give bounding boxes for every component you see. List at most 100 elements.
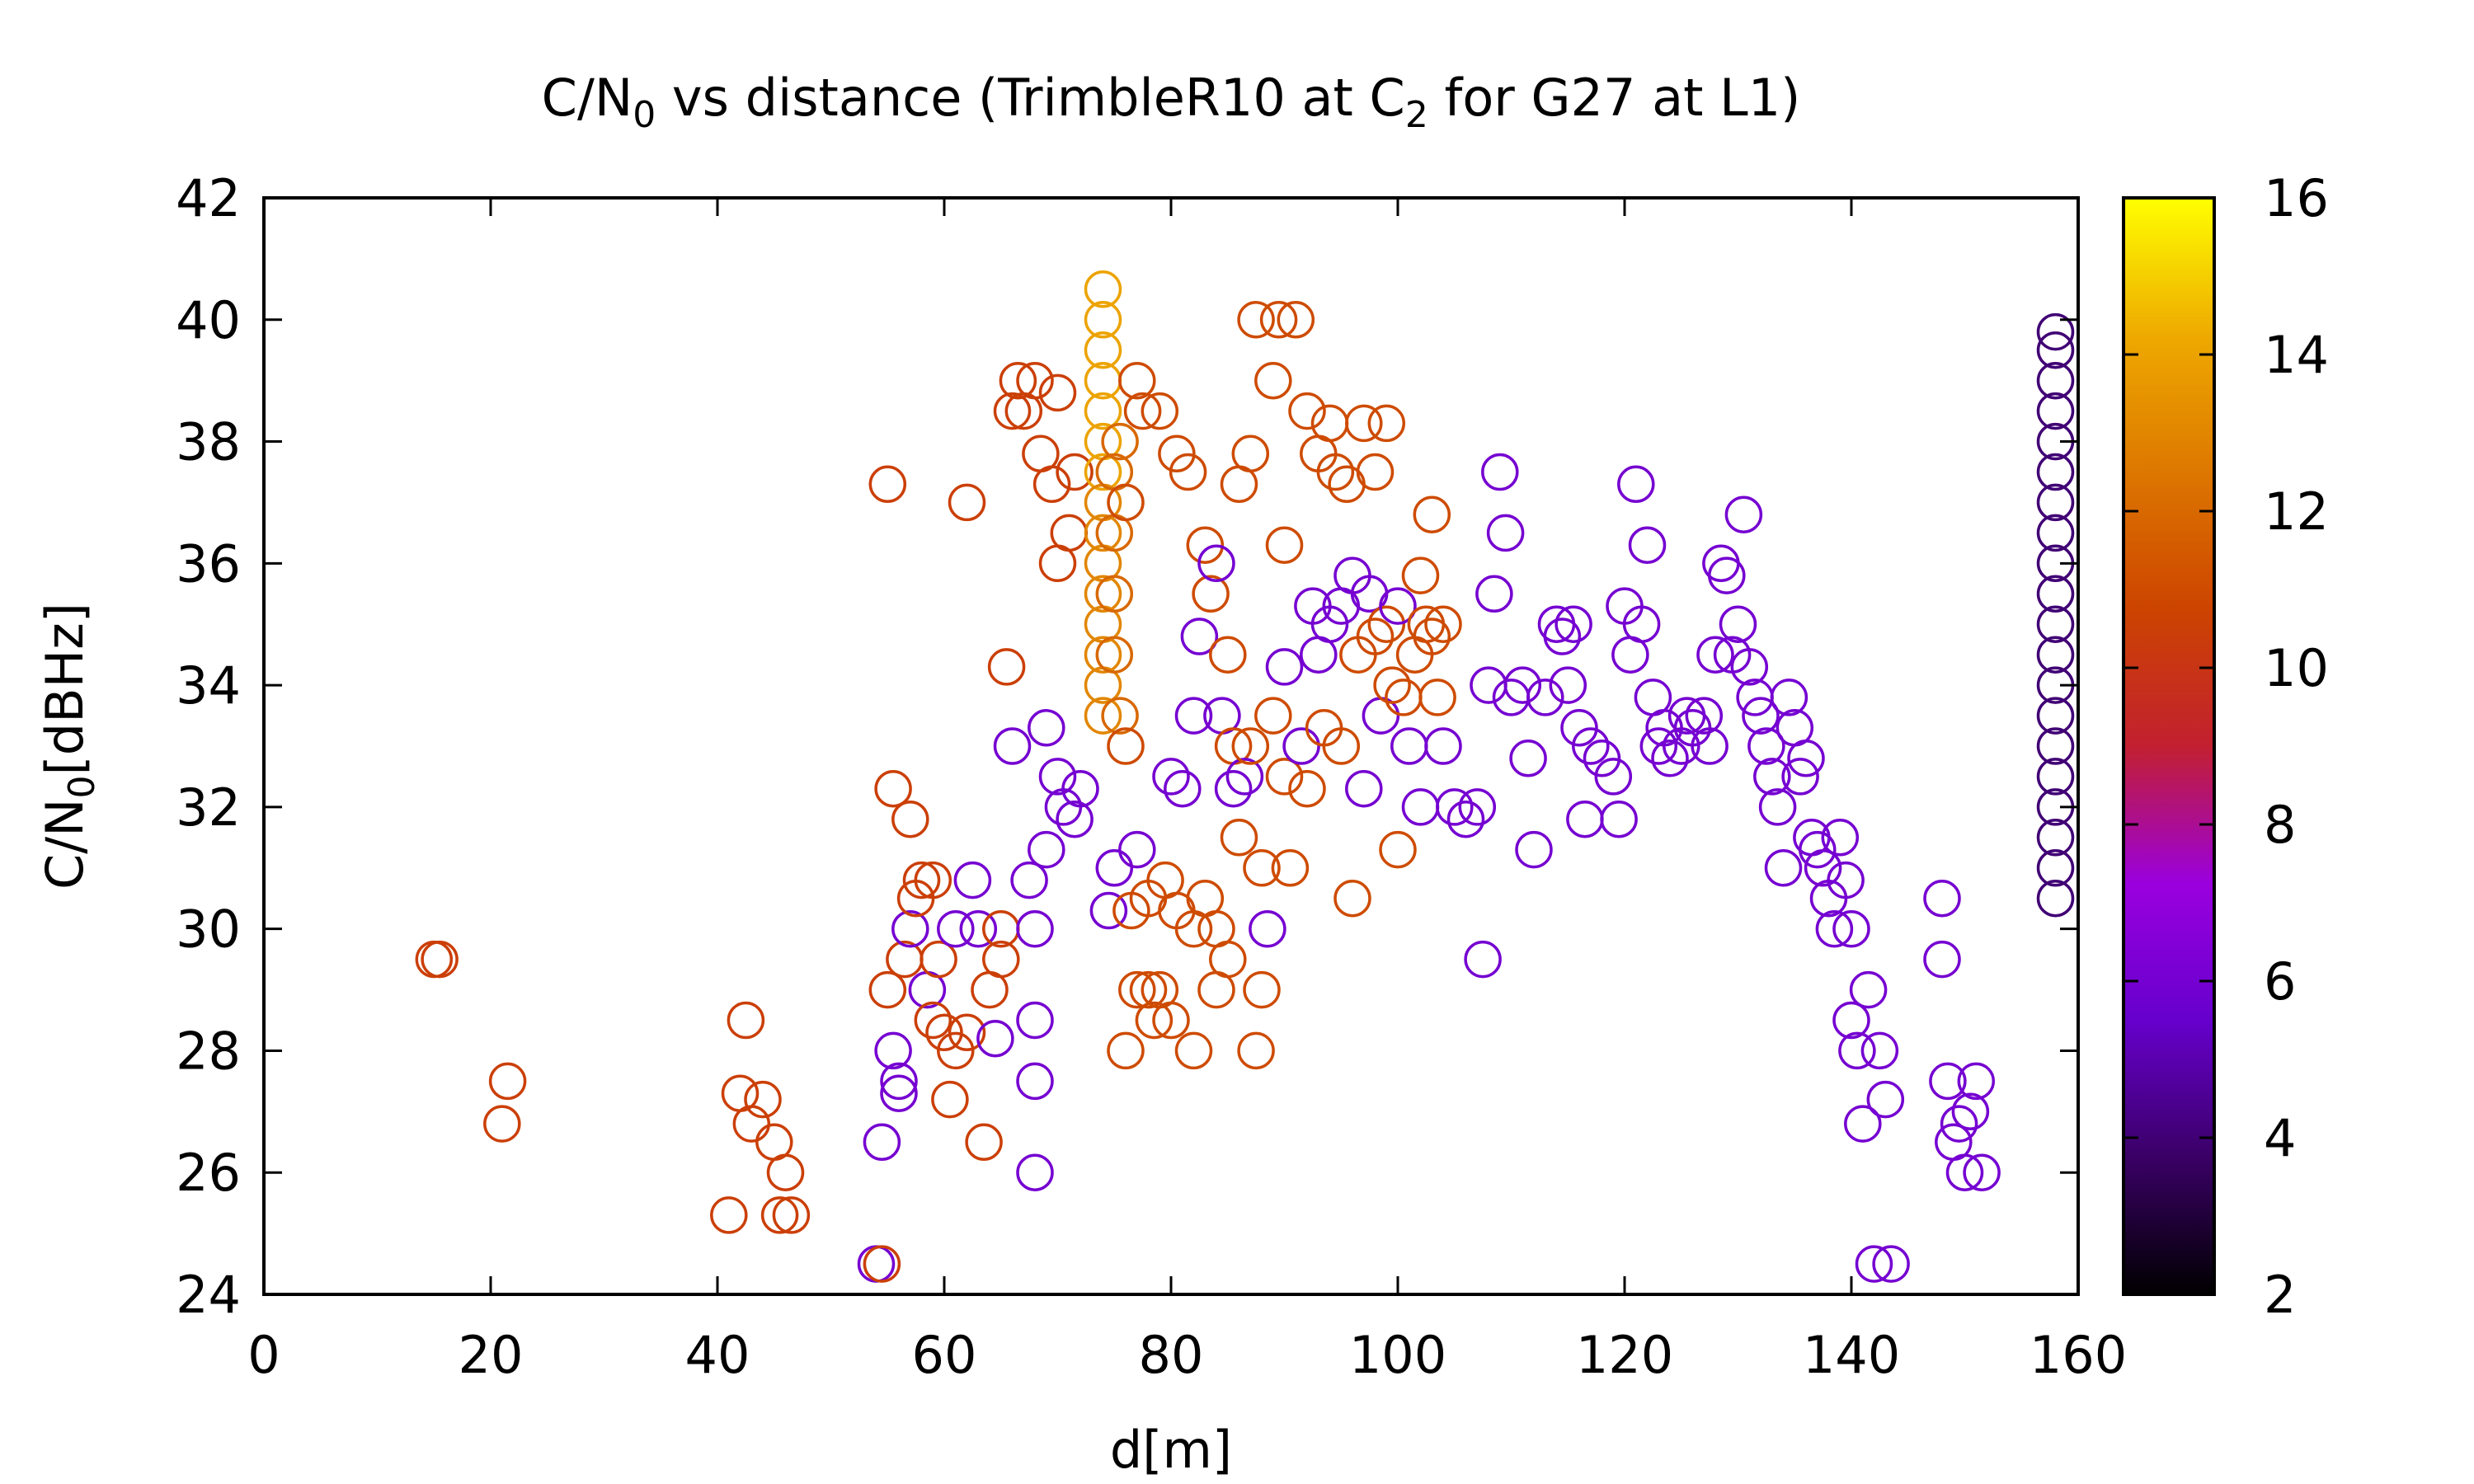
data-point bbox=[1180, 618, 1219, 655]
data-point bbox=[744, 1080, 782, 1119]
data-point bbox=[1192, 575, 1230, 613]
data-point bbox=[1543, 618, 1582, 655]
data-point bbox=[1016, 361, 1054, 400]
data-point bbox=[1560, 709, 1598, 747]
data-point bbox=[1129, 970, 1168, 1009]
data-point bbox=[1095, 849, 1134, 887]
data-point bbox=[993, 727, 1032, 765]
data-points bbox=[415, 270, 2075, 1283]
data-point bbox=[1084, 453, 1122, 491]
data-point bbox=[1333, 879, 1371, 918]
data-point bbox=[931, 1080, 969, 1119]
data-point bbox=[1945, 1153, 1984, 1191]
x-tick-label: 100 bbox=[1349, 1325, 1446, 1385]
x-axis-label: d[m] bbox=[1110, 1420, 1232, 1480]
data-point bbox=[925, 1013, 963, 1052]
data-point bbox=[1730, 648, 1769, 686]
data-point bbox=[1685, 697, 1724, 735]
data-point bbox=[1413, 495, 1451, 533]
data-point bbox=[1107, 483, 1145, 522]
data-point bbox=[1651, 740, 1689, 777]
data-point bbox=[760, 1196, 799, 1234]
data-point bbox=[2036, 819, 2075, 857]
data-point bbox=[1872, 1245, 1910, 1283]
data-point bbox=[2036, 453, 2075, 491]
data-point bbox=[2036, 575, 2075, 613]
data-point bbox=[1963, 1153, 2001, 1191]
data-point bbox=[1243, 849, 1281, 887]
data-point bbox=[1164, 769, 1202, 808]
colorbar-tick-label: 12 bbox=[2264, 481, 2329, 542]
data-point bbox=[1152, 1001, 1190, 1040]
data-point bbox=[1197, 544, 1235, 583]
data-point bbox=[1747, 727, 1785, 765]
data-point bbox=[1622, 605, 1661, 643]
data-point bbox=[2036, 605, 2075, 643]
data-point bbox=[1107, 1031, 1145, 1070]
data-point bbox=[1265, 758, 1304, 796]
data-point bbox=[1849, 970, 1888, 1009]
data-point bbox=[1832, 909, 1870, 948]
data-point bbox=[1209, 636, 1247, 674]
data-point bbox=[1566, 800, 1604, 838]
x-tick-label: 20 bbox=[459, 1325, 524, 1385]
data-point bbox=[1016, 1153, 1054, 1191]
data-point bbox=[1373, 666, 1411, 704]
data-point bbox=[1118, 970, 1156, 1009]
data-point bbox=[1753, 758, 1791, 796]
data-point bbox=[732, 1105, 771, 1143]
data-point bbox=[2036, 392, 2075, 430]
data-point bbox=[1464, 940, 1502, 979]
data-point bbox=[1379, 587, 1417, 625]
data-point bbox=[1038, 373, 1077, 412]
data-point bbox=[1515, 830, 1553, 869]
data-point bbox=[976, 1019, 1014, 1058]
data-point bbox=[483, 1105, 521, 1143]
data-point bbox=[1141, 392, 1179, 430]
y-tick-label: 34 bbox=[176, 655, 241, 716]
data-point bbox=[1526, 679, 1564, 716]
y-axis-label: C/N0[dBHz] bbox=[35, 603, 103, 890]
data-point bbox=[1174, 697, 1213, 735]
data-point bbox=[1356, 453, 1395, 491]
data-point bbox=[1860, 1031, 1899, 1070]
y-axis: 24 26 28 30 32 34 36 38 40 42 bbox=[176, 168, 2078, 1325]
data-point bbox=[1089, 891, 1128, 930]
data-point bbox=[1152, 758, 1190, 796]
data-point bbox=[2036, 514, 2075, 552]
data-point bbox=[1322, 727, 1361, 765]
data-point bbox=[1844, 1105, 1882, 1143]
data-point bbox=[1118, 830, 1156, 869]
data-point bbox=[1787, 740, 1825, 777]
data-point bbox=[1367, 605, 1406, 643]
data-point bbox=[1095, 636, 1134, 674]
colorbar-tick-label: 14 bbox=[2264, 325, 2329, 385]
data-point bbox=[1628, 526, 1667, 564]
data-point bbox=[920, 940, 957, 979]
x-tick-label: 120 bbox=[1576, 1325, 1673, 1385]
data-point bbox=[1724, 495, 1763, 533]
data-point bbox=[710, 1196, 748, 1234]
data-point bbox=[1084, 697, 1122, 735]
data-point bbox=[1056, 800, 1094, 838]
data-point bbox=[1356, 618, 1395, 655]
data-point bbox=[948, 1013, 986, 1052]
data-point bbox=[1424, 605, 1462, 643]
data-point bbox=[1770, 679, 1808, 716]
data-point bbox=[1821, 819, 1860, 857]
data-point bbox=[982, 940, 1020, 979]
data-point bbox=[1016, 1062, 1054, 1101]
data-point bbox=[999, 361, 1037, 400]
data-point bbox=[1401, 788, 1440, 826]
data-point bbox=[1957, 1062, 1996, 1101]
data-point bbox=[937, 909, 975, 948]
data-point bbox=[1056, 453, 1094, 491]
data-point bbox=[1249, 909, 1286, 948]
data-point bbox=[1742, 697, 1780, 735]
data-point bbox=[1708, 556, 1746, 594]
data-point bbox=[1220, 819, 1258, 857]
data-point bbox=[874, 1031, 912, 1070]
data-point bbox=[1225, 758, 1264, 796]
data-point bbox=[2036, 849, 2075, 887]
